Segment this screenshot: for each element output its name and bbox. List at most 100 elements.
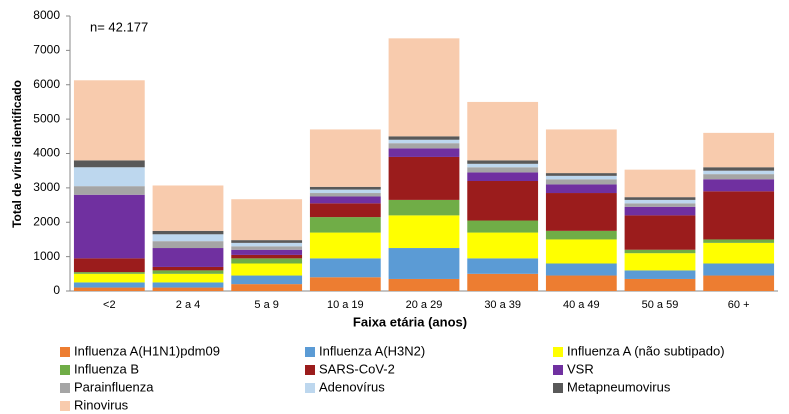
y-tick-label: 7000 xyxy=(33,43,60,57)
y-tick-label: 4000 xyxy=(33,146,60,160)
bar-segment xyxy=(309,232,381,259)
bar-segment xyxy=(73,273,145,283)
x-tick-label: <2 xyxy=(103,299,116,311)
bar-segment xyxy=(545,230,617,240)
legend-swatch xyxy=(553,365,563,375)
bar-segment xyxy=(231,242,303,247)
x-tick-label: 50 a 59 xyxy=(642,299,679,311)
legend-swatch xyxy=(60,347,70,357)
bar-segment xyxy=(624,215,696,250)
bar-segment xyxy=(73,272,145,274)
legend-swatch xyxy=(305,383,315,393)
bar-segment xyxy=(624,270,696,279)
bar-segment xyxy=(467,273,539,291)
bar-segment xyxy=(703,239,775,243)
bar-segment xyxy=(703,174,775,180)
bar-segment xyxy=(309,277,381,291)
bar-segment xyxy=(703,179,775,192)
bar-segment xyxy=(309,217,381,233)
bar-segment xyxy=(467,167,539,173)
bar-segment xyxy=(152,185,224,231)
bar-segment xyxy=(545,193,617,231)
bar-segment xyxy=(309,189,381,194)
bar-segment xyxy=(152,273,224,283)
y-tick-label: 0 xyxy=(53,283,60,297)
bar-segment xyxy=(703,275,775,291)
y-tick-label: 8000 xyxy=(33,8,60,22)
y-tick-label: 6000 xyxy=(33,77,60,91)
legend-label: Metapneumovirus xyxy=(567,379,671,394)
bar-segment xyxy=(231,284,303,291)
x-tick-label: 2 a 4 xyxy=(176,299,200,311)
bar-segment xyxy=(624,253,696,271)
legend-label: Influenza A(H3N2) xyxy=(319,343,425,358)
bar-segment xyxy=(231,240,303,243)
y-tick-label: 2000 xyxy=(33,214,60,228)
legend-swatch xyxy=(305,365,315,375)
bar-segment xyxy=(309,193,381,197)
bar-segment xyxy=(703,132,775,168)
bar-segment xyxy=(231,254,303,259)
legend-swatch xyxy=(60,383,70,393)
bar-segment xyxy=(309,186,381,190)
x-tick-label: 5 a 9 xyxy=(254,299,278,311)
bar-segment xyxy=(152,270,224,274)
bar-segment xyxy=(388,215,460,249)
bar-segment xyxy=(152,230,224,235)
bar-segment xyxy=(467,258,539,274)
bar-segment xyxy=(467,232,539,259)
bar-segment xyxy=(152,248,224,267)
bar-segment xyxy=(545,263,617,276)
bar-segment xyxy=(703,170,775,175)
bar-segment xyxy=(73,160,145,168)
bar-segment xyxy=(388,148,460,157)
bar-segment xyxy=(309,258,381,278)
bar-segment xyxy=(231,246,303,250)
bar-segment xyxy=(624,278,696,291)
bar-segment xyxy=(231,249,303,255)
bar-segment xyxy=(624,249,696,254)
bar-segment xyxy=(73,258,145,273)
bar-segment xyxy=(467,101,539,161)
bar-segment xyxy=(231,263,303,276)
bar-segment xyxy=(388,136,460,140)
bar-segment xyxy=(152,287,224,291)
legend-label: Adenovírus xyxy=(319,379,385,394)
bar-segment xyxy=(703,242,775,264)
bar-segment xyxy=(388,278,460,291)
bar-segment xyxy=(624,169,696,198)
bar-segment xyxy=(624,206,696,216)
legend-swatch xyxy=(553,347,563,357)
bar-segment xyxy=(545,173,617,176)
bar-segment xyxy=(467,160,539,164)
bar-segment xyxy=(388,156,460,200)
legend-label: VSR xyxy=(567,361,594,376)
x-axis-label: Faixa etária (anos) xyxy=(353,314,467,329)
x-tick-label: 10 a 19 xyxy=(327,299,364,311)
bar-segment xyxy=(309,196,381,204)
legend-label: Rinovirus xyxy=(74,397,129,412)
bar-segment xyxy=(152,241,224,249)
y-tick-label: 5000 xyxy=(33,111,60,125)
bar-segment xyxy=(73,287,145,291)
bar-segment xyxy=(624,199,696,204)
bar-segment xyxy=(703,167,775,171)
bar-segment xyxy=(545,129,617,174)
legend-label: Influenza A(H1N1)pdm09 xyxy=(74,343,220,358)
bar-segment xyxy=(545,275,617,291)
legend-label: Influenza A (não subtipado) xyxy=(567,343,725,358)
bar-segment xyxy=(703,191,775,240)
x-tick-label: 60 + xyxy=(728,299,750,311)
annotation: n= 42.177 xyxy=(90,19,148,34)
bar-segment xyxy=(703,263,775,276)
bar-segment xyxy=(309,203,381,218)
y-axis-label: Total de vírus identificado xyxy=(10,80,24,228)
bar-segment xyxy=(467,181,539,221)
legend-label: Parainfluenza xyxy=(74,379,154,394)
bar-segment xyxy=(231,258,303,264)
bar-segment xyxy=(152,266,224,271)
bar-segment xyxy=(231,199,303,241)
legend-label: SARS-CoV-2 xyxy=(319,361,395,376)
x-tick-label: 40 a 49 xyxy=(563,299,600,311)
legend-label: Influenza B xyxy=(74,361,139,376)
